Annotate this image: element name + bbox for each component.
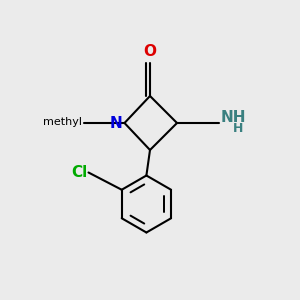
Text: N: N <box>109 116 122 130</box>
Text: NH: NH <box>220 110 246 125</box>
Text: Cl: Cl <box>71 165 87 180</box>
Text: methyl: methyl <box>44 117 82 127</box>
Text: H: H <box>232 122 243 135</box>
Text: O: O <box>143 44 157 59</box>
